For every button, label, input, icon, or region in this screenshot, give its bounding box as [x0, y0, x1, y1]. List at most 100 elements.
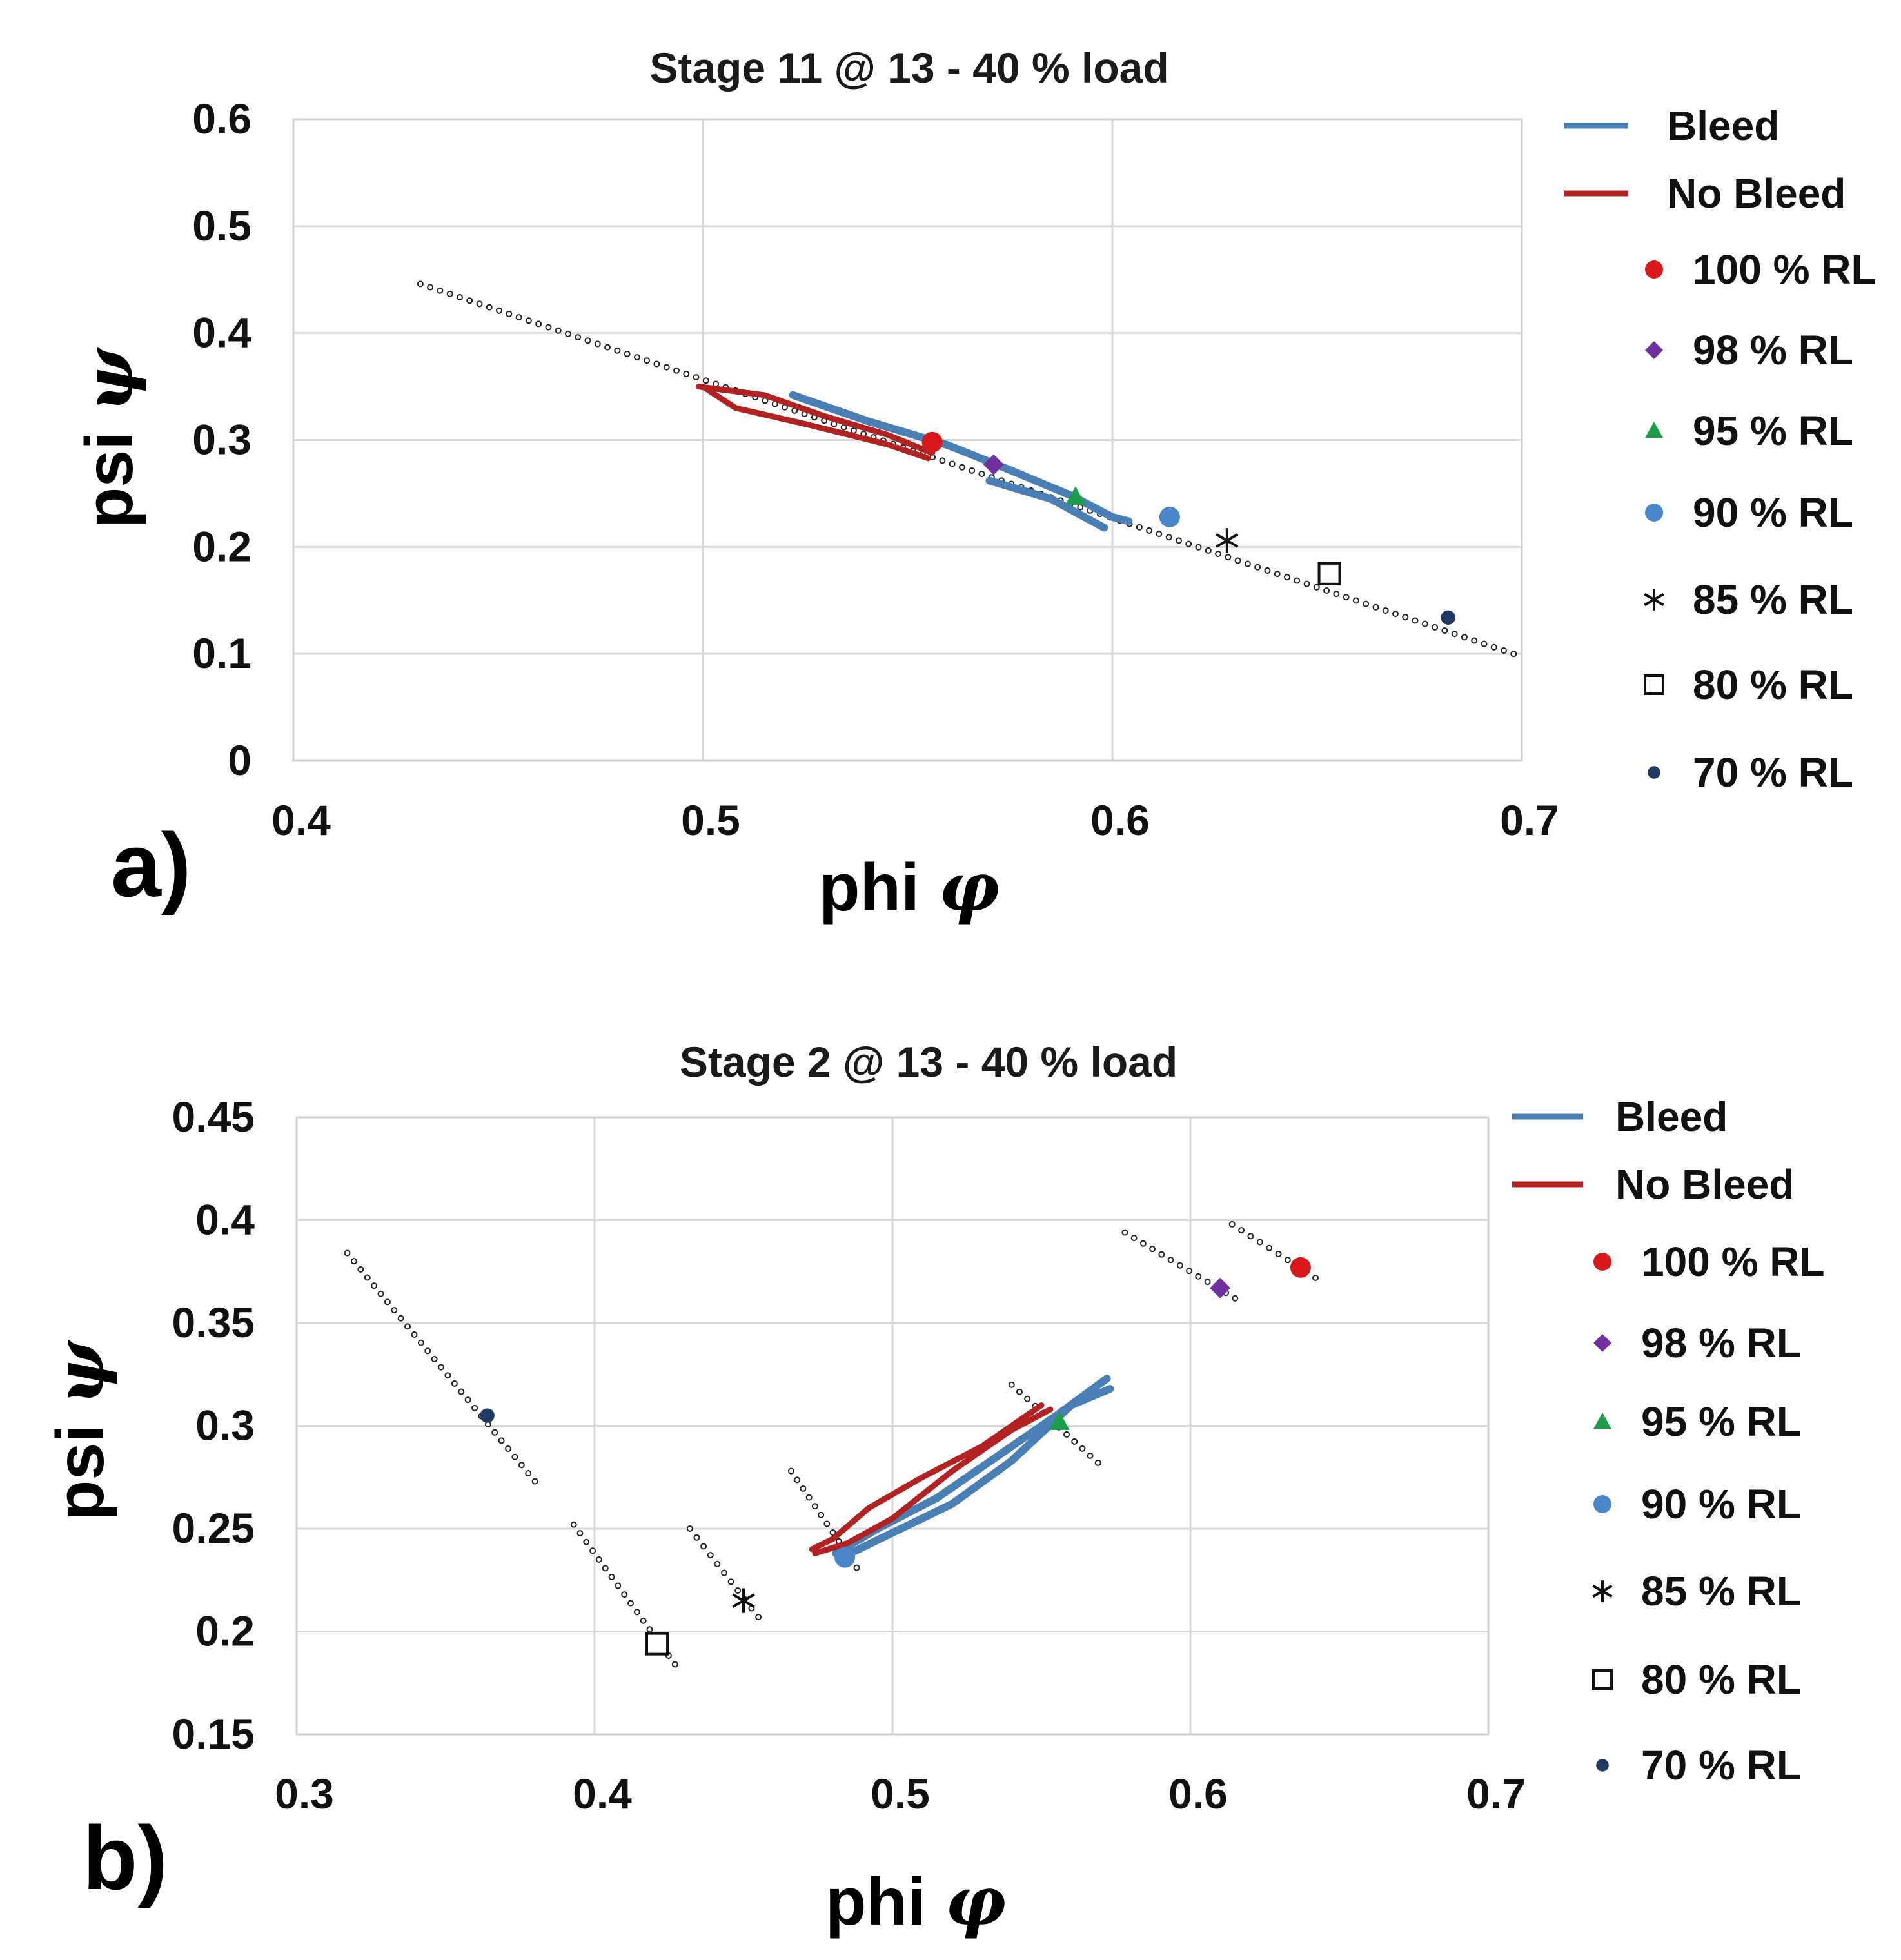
trend-dot-b-0-9	[404, 1323, 411, 1330]
trend-dot-a-0-55	[958, 464, 965, 471]
plot-area-b: 0.15 0.2 0.25 0.3 0.35 0.4 0.45 0.3 0.4 0.5 0.6 0.7	[172, 1093, 1526, 1818]
trend-dot-a-0-75	[1156, 531, 1163, 538]
x-tick-label-b-2: 0.5	[871, 1770, 930, 1818]
trend-dot-b-1-7	[615, 1582, 622, 1589]
no-bleed-line-a-1	[700, 384, 931, 462]
trend-dot-b-4-7	[1186, 1268, 1193, 1275]
legend-no-bleed-label-a: No Bleed	[1667, 170, 1846, 217]
trend-dot-b-2-7	[734, 1587, 742, 1594]
trend-dot-b-4-12	[1232, 1295, 1239, 1302]
trend-dot-b-1-5	[602, 1565, 609, 1572]
trend-dot-a-0-16	[575, 334, 582, 341]
trend-dot-a-0-103	[1432, 623, 1439, 631]
legend-rl95-marker-b	[1593, 1413, 1611, 1429]
panel-label-a: a)	[111, 814, 191, 916]
trend-dot-b-0-3	[364, 1274, 371, 1281]
trend-dot-b-0-28	[531, 1478, 538, 1485]
trend-dot-b-1-2	[583, 1538, 590, 1545]
marker-rl100-b	[1290, 1257, 1311, 1278]
trend-dot-b-0-22	[491, 1429, 498, 1436]
legend-rl95-label-a: 95 % RL	[1693, 407, 1853, 454]
trend-dot-a-0-106	[1461, 634, 1468, 641]
trend-dot-b-0-8	[397, 1315, 404, 1322]
trend-dot-b-0-19	[471, 1404, 478, 1411]
trend-dot-a-0-87	[1274, 571, 1281, 578]
trend-dot-a-0-54	[949, 460, 956, 467]
trend-dot-a-0-95	[1352, 597, 1359, 604]
legend-rl95-label-b: 95 % RL	[1641, 1398, 1802, 1445]
trend-dot-b-4-4	[1158, 1251, 1165, 1258]
trend-dot-b-0-23	[498, 1437, 505, 1444]
trend-dot-b-1-1	[576, 1530, 584, 1537]
dotted-trend-b-3	[787, 1467, 860, 1571]
trend-dot-b-0-2	[357, 1266, 364, 1273]
y-tick-label-b-2: 0.25	[172, 1504, 255, 1552]
trend-dot-b-4-8	[1195, 1273, 1202, 1280]
trend-dot-b-0-15	[444, 1372, 451, 1379]
trend-dot-a-0-105	[1451, 631, 1458, 638]
x-tick-label-b-3: 0.6	[1168, 1770, 1228, 1818]
trend-dot-a-0-10	[515, 314, 522, 321]
trend-dot-a-0-25	[663, 364, 670, 371]
marker-rl85-a-stroke-2	[1216, 533, 1239, 548]
trend-dot-a-0-74	[1146, 527, 1153, 534]
y-tick-label-a-0: 0	[228, 736, 251, 784]
panel-a: Stage 11 @ 13 - 40 % load 00.10.20.30.40…	[69, 44, 1876, 926]
y-tick-label-b-3: 0.3	[195, 1402, 255, 1449]
chart-title-a: Stage 11 @ 13 - 40 % load	[649, 44, 1168, 92]
trend-dot-b-5-2	[1247, 1233, 1254, 1240]
trend-dot-a-0-96	[1363, 600, 1370, 607]
y-axis-label-a: psi	[72, 431, 147, 528]
y-tick-label-a-3: 0.3	[192, 416, 251, 464]
x-axis-title-a: phi φ	[819, 847, 1000, 926]
x-axis-label-b: phi	[825, 1865, 926, 1939]
y-axis-symbol-b: ψ	[40, 1340, 119, 1405]
plot-area-a: 0 0.1 0.2 0.3 0.4 0.5 0.6 0.4 0.5 0.6 0.7	[192, 95, 1559, 844]
legend-rl85-marker-a-stroke-2	[1644, 593, 1664, 607]
y-tick-label-b-6: 0.45	[172, 1093, 255, 1141]
y-axis-title-a: psi ψ	[69, 347, 148, 528]
marker-rl98-a	[983, 454, 1004, 475]
legend-rl85-label-b: 85 % RL	[1641, 1568, 1802, 1614]
trend-dot-b-0-25	[511, 1453, 518, 1460]
marker-rl80-a	[1317, 562, 1341, 585]
trend-dot-b-6-1	[1016, 1388, 1023, 1395]
trend-dot-b-4-2	[1139, 1240, 1147, 1247]
trend-dot-b-5-9	[1312, 1274, 1319, 1281]
trend-dot-b-1-8	[621, 1591, 628, 1598]
trend-dot-a-0-7	[486, 304, 493, 311]
legend-rl98-marker-b	[1593, 1334, 1611, 1352]
trend-dot-b-0-26	[518, 1462, 525, 1469]
dotted-trend-a-0	[417, 280, 1517, 658]
legend-rl80-label-a: 80 % RL	[1693, 662, 1853, 708]
trend-dot-a-0-3	[446, 290, 453, 297]
trend-dot-b-0-6	[384, 1298, 391, 1306]
trend-dot-b-0-1	[350, 1258, 357, 1265]
trend-dot-b-3-4	[811, 1503, 818, 1510]
trend-dot-b-1-12	[646, 1626, 653, 1633]
trend-dot-b-0-5	[377, 1290, 384, 1297]
trend-dot-b-0-17	[458, 1388, 465, 1395]
marker-rl98-b	[1210, 1277, 1231, 1298]
legend-rl95-marker-a	[1645, 422, 1663, 438]
trend-dot-a-0-76	[1165, 534, 1172, 541]
trend-dot-b-1-6	[608, 1573, 615, 1580]
trend-dot-a-0-11	[525, 317, 532, 324]
trend-dot-a-0-108	[1481, 640, 1488, 647]
trend-dot-b-6-11	[1094, 1459, 1101, 1466]
legend-rl70-marker-b	[1596, 1759, 1609, 1772]
trend-dot-a-0-6	[476, 300, 483, 308]
trend-dot-a-0-22	[633, 354, 640, 361]
trend-dot-a-0-28	[693, 374, 700, 381]
trend-dot-b-3-6	[823, 1520, 831, 1527]
trend-dot-a-0-24	[653, 360, 660, 368]
marker-rl70-b	[480, 1408, 495, 1423]
trend-dot-b-0-27	[525, 1469, 532, 1476]
trend-dot-b-2-4	[714, 1560, 721, 1567]
y-tick-label-a-6: 0.6	[192, 95, 251, 142]
legend-rl90-label-a: 90 % RL	[1693, 489, 1853, 536]
trend-dot-a-0-56	[969, 467, 976, 474]
trend-dot-a-0-88	[1283, 574, 1290, 581]
trend-dot-b-5-4	[1266, 1244, 1273, 1251]
trend-dot-b-4-0	[1121, 1229, 1128, 1236]
